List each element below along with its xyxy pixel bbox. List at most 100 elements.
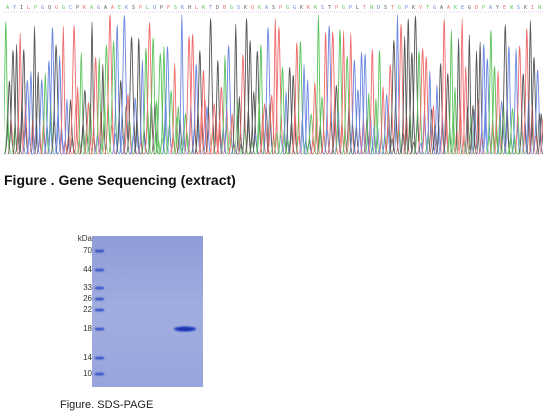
svg-text:G: G [468,5,471,11]
svg-text:L: L [27,5,30,11]
svg-text:K: K [181,5,184,11]
trace-peak-minor [341,134,350,155]
trace-peak [152,99,161,155]
trace-peak-minor [409,141,418,155]
trace-peak [507,107,518,155]
svg-text:G: G [97,5,100,11]
trace-peak [63,98,71,155]
ladder-label-22: 22 [83,305,92,314]
ladder-label-14: 14 [83,353,92,362]
trace-peak [349,59,360,155]
trace-peak [4,80,15,155]
trace-peak-minor [154,139,163,155]
ladder-label-18: 18 [83,324,92,333]
trace-peak [435,63,446,155]
trace-peak [468,104,478,155]
trace-peak [59,25,68,155]
svg-text:L: L [195,5,198,11]
trace-peak [108,40,120,155]
trace-peak [220,54,230,155]
svg-text:A: A [440,5,443,11]
trace-peak [187,33,198,155]
svg-text:Q: Q [153,5,156,11]
trace-peak [528,56,540,155]
ladder-bands [95,249,104,376]
svg-text:G: G [286,5,289,11]
trace-peak-minor [197,105,206,155]
sample-band-core [177,327,193,331]
svg-text:A: A [111,5,114,11]
trace-peak [205,18,216,155]
ladder-label-33: 33 [83,283,92,292]
svg-text:S: S [237,5,240,11]
trace-peak-minor [226,129,235,155]
trace-peak [331,85,342,155]
trace-peak [141,47,151,155]
trace-peak [384,64,396,155]
svg-text:S: S [174,5,177,11]
trace-peak-minor [309,141,317,155]
trace-peak [273,26,285,155]
svg-text:K: K [454,5,457,11]
svg-text:P: P [76,5,79,11]
trace-peak [90,57,101,155]
svg-text:A: A [104,5,107,11]
trace-peak [191,63,201,155]
svg-text:T: T [328,5,331,11]
trace-peak [395,23,407,155]
trace-peak [159,46,169,155]
svg-text:K: K [524,5,527,11]
svg-text:P: P [139,5,142,11]
trace-peak [409,15,421,155]
trace-peak [482,58,493,155]
trace-peak [378,86,388,155]
trace-peak [500,24,511,155]
trace-peak-minor [442,99,450,155]
svg-text:K: K [258,5,261,11]
trace-peak-minor [323,130,332,155]
trace-peak [341,55,353,155]
gene-sequencing-caption: Figure . Gene Sequencing (extract) [4,172,236,188]
svg-text:G: G [62,5,65,11]
svg-text:T: T [391,5,394,11]
trace-peak [356,52,367,155]
gel-background [92,236,203,387]
svg-text:D: D [475,5,478,11]
trace-peak [26,70,36,155]
trace-peak [18,49,29,155]
trace-peak [36,79,47,155]
trace-peak-minor [481,99,490,155]
trace-peak [406,52,418,155]
trace-peak [228,113,237,155]
ladder-band-14 [95,356,104,360]
trace-group [4,14,543,155]
svg-text:P: P [349,5,352,11]
trace-peak [34,71,43,155]
trace-peak [372,98,380,155]
ladder-label-70: 70 [83,246,92,255]
trace-peak [77,51,86,155]
ladder-band-70 [95,249,104,253]
svg-text:C: C [69,5,72,11]
unit-label: kDa [77,234,92,243]
trace-peak [288,74,299,155]
svg-text:K: K [125,5,128,11]
trace-peak [493,70,503,155]
trace-peak [381,93,392,155]
svg-text:P: P [279,5,282,11]
svg-text:I: I [20,5,23,11]
trace-peak [104,14,116,155]
trace-peak-minor [319,132,328,155]
sds-page-caption: Figure. SDS-PAGE [60,399,154,411]
svg-text:R: R [314,5,318,11]
ladder-label-10: 10 [83,369,92,378]
svg-text:R: R [202,5,206,11]
svg-text:A: A [90,5,93,11]
trace-peak [393,14,402,155]
svg-text:G: G [342,5,345,11]
trace-peak-minor [237,142,245,155]
svg-text:G: G [41,5,44,11]
trace-peak-minor [71,102,80,155]
svg-text:G: G [398,5,401,11]
trace-peak [400,35,409,155]
